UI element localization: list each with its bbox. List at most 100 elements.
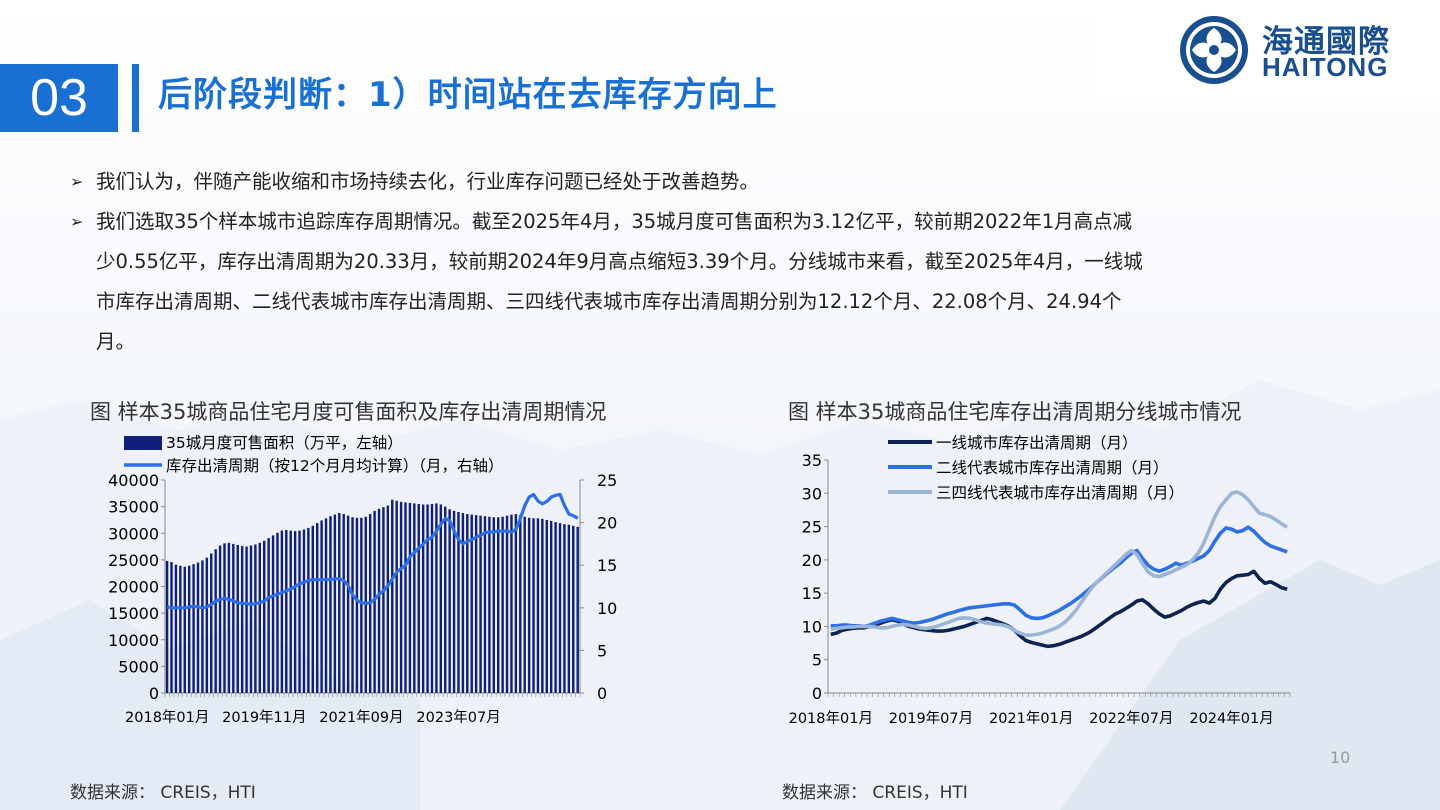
chart1-bar	[576, 526, 579, 693]
chart1-bar	[386, 505, 390, 693]
chart1-bar	[563, 524, 566, 693]
bullet-text: 市库存出清周期、二线代表城市库存出清周期、三四线代表城市库存出清周期分别为12.…	[96, 290, 1122, 313]
chart1-right-tick-label: 10	[597, 599, 617, 618]
chart1-cycle-line	[166, 492, 579, 610]
chart1-bar	[501, 516, 504, 693]
chart1-left-tick-label: 5000	[118, 657, 159, 676]
chart1-bar	[558, 523, 562, 693]
chart1-bar	[227, 542, 231, 693]
bullet-text: 我们选取35个样本城市追踪库存周期情况。截至2025年4月，35城月度可售面积为…	[96, 210, 1133, 233]
chart2-series-line	[830, 525, 1288, 629]
chart1-bar	[223, 543, 226, 693]
chart1-legend-bar-swatch	[124, 436, 162, 450]
chart1-left-tick-label: 10000	[108, 631, 159, 650]
chart1-bar	[510, 514, 513, 693]
chart1-legend-line-label: 库存出清周期（按12个月月均计算）（月，右轴）	[166, 456, 503, 475]
bullet-text: 月。	[96, 330, 136, 353]
chart1-bar	[572, 525, 575, 693]
chart1-bar	[338, 513, 341, 693]
chart1-bar	[461, 513, 465, 693]
chart2-y-tick-label: 35	[802, 451, 822, 470]
arrow-bullet-icon: ➢	[70, 172, 84, 191]
logo-area	[1090, 0, 1440, 96]
chart1-left-tick-label: 35000	[108, 498, 159, 517]
chart2-legend-label: 一线城市库存出清周期（月）	[936, 434, 1138, 452]
chart1-bar	[329, 516, 332, 693]
chart2-legend-label: 二线代表城市库存出清周期（月）	[936, 459, 1169, 477]
chart1-bar	[413, 503, 416, 693]
bullet-text: 少0.55亿平，库存出清周期为20.33月，较前期2024年9月高点缩短3.39…	[96, 250, 1143, 273]
haitong-logo-icon	[1180, 16, 1248, 84]
chart1-x-tick-label: 2018年01月	[125, 709, 209, 726]
chart1-bar	[258, 542, 262, 693]
chart2-y-tick-label: 5	[812, 651, 822, 670]
chart2-y-tick-label: 10	[802, 617, 822, 636]
chart1-bar	[183, 566, 186, 693]
chart1-bar	[307, 527, 310, 693]
chart1-bar	[545, 519, 548, 693]
chart1-bar	[452, 510, 456, 693]
chart1-bar	[391, 499, 394, 693]
chart1-bar	[280, 530, 284, 693]
chart1-bar	[346, 515, 350, 693]
chart1-right-tick-label: 0	[597, 684, 607, 703]
chart1-bar	[333, 514, 337, 693]
chart1-bar	[249, 545, 253, 693]
chart1-bar	[536, 518, 540, 693]
bullet-text: 我们认为，伴随产能收缩和市场持续去化，行业库存问题已经处于改善趋势。	[96, 170, 760, 193]
chart1-x-tick-label: 2023年07月	[416, 709, 500, 726]
chart1-source: 数据来源： CREIS，HTI	[70, 783, 256, 803]
chart1-bar	[505, 515, 509, 693]
chart1-bar	[382, 507, 385, 693]
chart1-bar	[342, 514, 345, 693]
chart1-bar	[267, 538, 270, 693]
bullet-item: ➢ 我们选取35个样本城市追踪库存周期情况。截至2025年4月，35城月度可售面…	[70, 202, 1360, 242]
chart1-right-tick-label: 25	[597, 471, 617, 490]
chart2-y-tick-label: 25	[802, 518, 822, 537]
chart1-left-tick-label: 20000	[108, 578, 159, 597]
chart1-right-tick-label: 20	[597, 514, 617, 533]
chart2-cycle-by-city-tier: 0 5 10 15 20 25 30 35 2018年01月 2019年07月 2021年01月 20…	[789, 434, 1291, 727]
chart1-bar	[488, 516, 491, 693]
chart2-title: 图 样本35城商品住宅库存出清周期分线城市情况	[788, 400, 1242, 424]
chart1-bar	[426, 504, 429, 693]
chart1-bar	[483, 516, 487, 693]
chart1-left-tick-label: 40000	[108, 471, 159, 490]
chart1-bar	[355, 517, 359, 693]
chart1-bar	[527, 517, 531, 693]
chart1-right-tick-label: 15	[597, 556, 617, 575]
chart1-bar	[479, 515, 482, 693]
chart1-bar	[519, 515, 522, 693]
chart1-bar	[254, 544, 257, 693]
title-divider	[132, 64, 139, 132]
chart1-bar	[448, 509, 451, 693]
chart1-inventory-area-and-cycle: 0 5000 10000 15000 20000 25000 30000 35000 40000…	[108, 434, 617, 726]
chart1-bar	[554, 522, 557, 693]
chart2-x-tick-label: 2019年07月	[889, 710, 973, 727]
chart1-bar	[232, 543, 235, 693]
chart1-bar	[263, 540, 266, 693]
chart1-bar	[470, 514, 473, 693]
chart2-legend-label: 三四线代表城市库存出清周期（月）	[936, 484, 1184, 502]
chart1-x-tick-label: 2019年11月	[222, 709, 306, 726]
chart1-bar	[395, 500, 398, 693]
chart1-bar	[360, 517, 363, 693]
chart1-bar	[289, 530, 292, 693]
page-number: 10	[1330, 748, 1351, 767]
chart1-bar	[236, 544, 239, 693]
chart1-bar	[205, 557, 209, 693]
chart1-bar	[408, 502, 412, 693]
chart1-bar	[514, 514, 518, 693]
chart2-x-tick-label: 2021年01月	[989, 710, 1073, 727]
chart1-bar	[474, 515, 478, 693]
chart1-bar	[532, 518, 535, 693]
chart1-bar	[421, 504, 425, 693]
logo-text-en: HAITONG	[1262, 52, 1389, 82]
chart1-bar	[439, 504, 443, 693]
arrow-bullet-icon: ➢	[70, 212, 84, 231]
chart1-bar	[285, 530, 288, 693]
chart1-right-tick-label: 5	[597, 641, 607, 660]
chart1-bar	[567, 524, 571, 693]
bullet-continuation: 月。	[70, 322, 1360, 362]
